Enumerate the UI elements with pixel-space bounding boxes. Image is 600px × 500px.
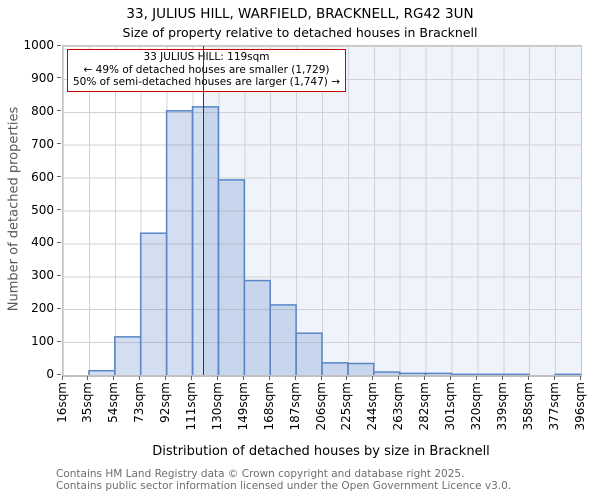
histogram-bar bbox=[269, 304, 297, 375]
y-tick-label: 300 bbox=[31, 268, 54, 283]
histogram-bar bbox=[217, 179, 246, 375]
y-tick-label: 800 bbox=[31, 103, 54, 118]
x-tick-label: 54sqm bbox=[106, 382, 121, 423]
x-tick-mark bbox=[113, 376, 115, 380]
x-tick-mark bbox=[579, 376, 581, 380]
y-tick-mark bbox=[57, 143, 61, 145]
histogram-bar bbox=[502, 373, 530, 375]
y-tick-label: 1000 bbox=[23, 38, 54, 52]
x-tick-mark bbox=[424, 376, 426, 380]
x-tick-label: 282sqm bbox=[417, 382, 432, 431]
x-tick-mark bbox=[139, 376, 141, 380]
x-tick-mark bbox=[372, 376, 374, 380]
x-tick-mark bbox=[242, 376, 244, 380]
y-tick-mark bbox=[57, 110, 61, 112]
x-tick-label: 168sqm bbox=[261, 382, 276, 431]
histogram-bar bbox=[398, 372, 427, 375]
histogram-bar bbox=[139, 232, 168, 375]
y-tick-label: 600 bbox=[31, 169, 54, 184]
y-tick-mark bbox=[57, 176, 61, 178]
plot-area: 33 JULIUS HILL: 119sqm ← 49% of detached… bbox=[62, 45, 582, 377]
gridlines bbox=[63, 46, 581, 375]
y-tick-label: 700 bbox=[31, 136, 54, 151]
x-tick-label: 244sqm bbox=[365, 382, 380, 431]
x-tick-mark bbox=[346, 376, 348, 380]
y-tick-label: 100 bbox=[31, 334, 54, 349]
x-tick-label: 358sqm bbox=[520, 382, 535, 431]
histogram-bar bbox=[347, 362, 375, 375]
x-tick-mark bbox=[527, 376, 529, 380]
histogram-bar bbox=[114, 336, 142, 375]
y-tick-label: 400 bbox=[31, 235, 54, 250]
x-tick-label: 320sqm bbox=[468, 382, 483, 431]
x-tick-label: 377sqm bbox=[546, 382, 561, 431]
histogram-bar bbox=[424, 372, 453, 375]
histogram-bar bbox=[450, 373, 479, 375]
x-tick-label: 149sqm bbox=[235, 382, 250, 431]
histogram-bar bbox=[295, 332, 323, 375]
x-tick-mark bbox=[475, 376, 477, 380]
annotation-box: 33 JULIUS HILL: 119sqm ← 49% of detached… bbox=[67, 49, 346, 92]
y-tick-mark bbox=[57, 274, 61, 276]
histogram-bar bbox=[191, 106, 220, 375]
y-tick-label: 900 bbox=[31, 70, 54, 85]
x-tick-label: 225sqm bbox=[339, 382, 354, 431]
x-tick-label: 35sqm bbox=[80, 382, 95, 423]
x-tick-mark bbox=[268, 376, 270, 380]
property-size-marker-line bbox=[202, 46, 205, 375]
y-tick-label: 0 bbox=[46, 367, 54, 381]
histogram-bar bbox=[88, 369, 116, 375]
annotation-smaller-text: ← 49% of detached houses are smaller (1,… bbox=[83, 63, 330, 76]
chart-title: 33, JULIUS HILL, WARFIELD, BRACKNELL, RG… bbox=[126, 6, 474, 22]
x-tick-label: 16sqm bbox=[54, 382, 69, 423]
x-tick-label: 396sqm bbox=[572, 382, 587, 431]
x-tick-mark bbox=[450, 376, 451, 380]
x-tick-label: 130sqm bbox=[209, 382, 224, 431]
y-tick-mark bbox=[57, 241, 61, 243]
x-tick-mark bbox=[191, 376, 192, 380]
histogram-bar bbox=[373, 371, 401, 375]
y-tick-mark bbox=[57, 209, 61, 210]
x-axis-title: Distribution of detached houses by size … bbox=[152, 444, 490, 459]
y-tick-label: 500 bbox=[31, 202, 54, 217]
footer-attribution-line1: Contains HM Land Registry data © Crown c… bbox=[56, 468, 465, 480]
x-tick-label: 187sqm bbox=[287, 382, 302, 431]
x-tick-mark bbox=[87, 376, 89, 380]
y-axis-title: Number of detached properties bbox=[6, 106, 22, 312]
annotation-title: 33 JULIUS HILL: 119sqm bbox=[143, 51, 270, 63]
x-tick-label: 92sqm bbox=[158, 382, 173, 423]
y-tick-mark bbox=[57, 77, 61, 79]
histogram-bar bbox=[243, 279, 271, 375]
x-tick-mark bbox=[216, 376, 218, 380]
chart-subtitle: Size of property relative to detached ho… bbox=[122, 25, 478, 40]
x-tick-label: 339sqm bbox=[494, 382, 509, 431]
x-tick-label: 73sqm bbox=[132, 382, 147, 423]
footer-attribution-line2: Contains public sector information licen… bbox=[56, 480, 512, 492]
x-tick-mark bbox=[320, 376, 322, 380]
x-tick-mark bbox=[398, 376, 400, 380]
x-tick-label: 263sqm bbox=[391, 382, 406, 431]
x-tick-mark bbox=[501, 376, 503, 380]
x-tick-mark bbox=[553, 376, 555, 380]
histogram-bar bbox=[165, 110, 194, 375]
histogram-bar bbox=[476, 373, 505, 375]
histogram-bar bbox=[554, 373, 581, 375]
y-tick-label: 200 bbox=[31, 301, 54, 316]
x-tick-label: 111sqm bbox=[184, 382, 198, 431]
x-tick-label: 301sqm bbox=[443, 382, 457, 431]
x-tick-mark bbox=[294, 376, 296, 380]
x-tick-label: 206sqm bbox=[313, 382, 328, 431]
x-tick-mark bbox=[165, 376, 167, 380]
y-tick-mark bbox=[57, 307, 61, 309]
annotation-larger-text: 50% of semi-detached houses are larger (… bbox=[72, 76, 340, 89]
y-tick-mark bbox=[57, 44, 61, 46]
x-tick-mark bbox=[61, 376, 63, 380]
histogram-bar bbox=[321, 362, 349, 375]
y-tick-mark bbox=[57, 373, 61, 375]
y-tick-mark bbox=[57, 340, 61, 342]
histogram-bars bbox=[88, 106, 581, 375]
